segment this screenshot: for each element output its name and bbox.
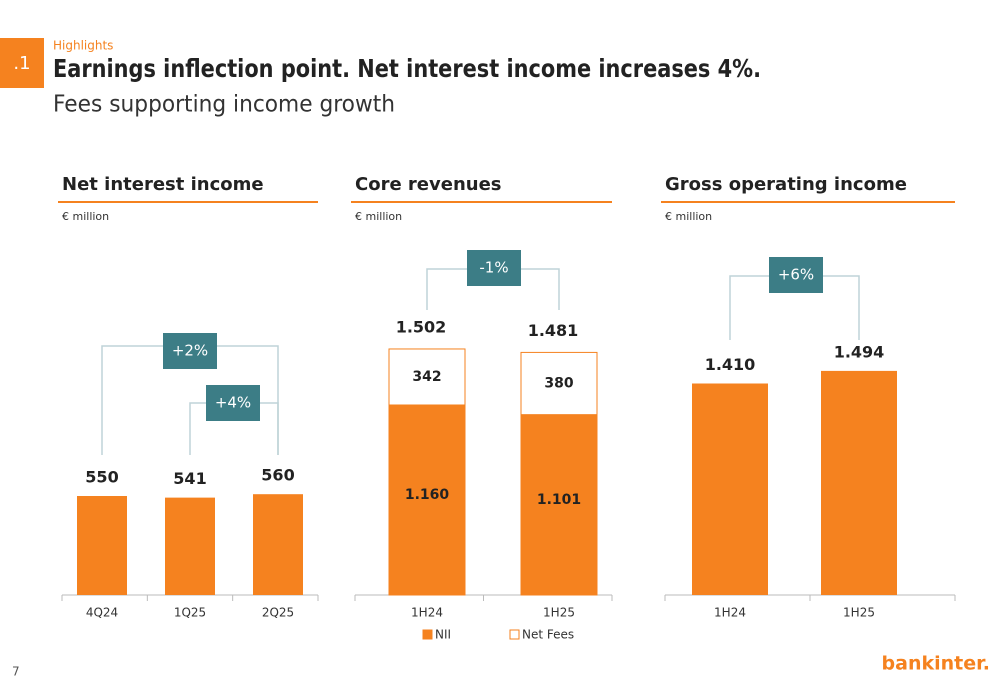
change-badge — [206, 385, 260, 421]
value-label: 541 — [173, 469, 206, 488]
bar — [77, 496, 127, 595]
change-badge — [467, 250, 521, 286]
x-tick-label: 1H25 — [543, 606, 575, 620]
value-label: 550 — [85, 468, 118, 487]
change-badge — [769, 257, 823, 293]
unit-label: € million — [62, 210, 109, 223]
change-label: +4% — [215, 394, 251, 412]
value-label: 560 — [261, 466, 294, 485]
segment-label: 342 — [412, 369, 441, 385]
logo: bankinter. — [882, 653, 990, 675]
legend-label: NII — [435, 628, 451, 642]
x-tick-label: 1H25 — [843, 606, 875, 620]
x-tick-label: 1H24 — [411, 606, 443, 620]
change-badge — [163, 333, 217, 369]
kicker: Highlights — [53, 39, 113, 53]
segment-label: 380 — [544, 376, 573, 392]
value-label: 1.410 — [705, 355, 756, 374]
page-number: 7 — [12, 665, 20, 679]
section-badge — [0, 38, 44, 88]
bar — [692, 383, 768, 595]
total-label: 1.481 — [528, 321, 579, 340]
bar-segment — [388, 404, 466, 596]
bar-segment — [388, 348, 466, 406]
bar — [821, 370, 897, 595]
x-tick-label: 4Q24 — [86, 606, 118, 620]
section-number: .1 — [13, 53, 30, 74]
x-tick-label: 1Q25 — [174, 606, 206, 620]
bar-segment — [520, 414, 598, 596]
x-tick-label: 2Q25 — [262, 606, 294, 620]
chart-title: Gross operating income — [665, 174, 907, 195]
bar — [253, 494, 303, 595]
x-tick-label: 1H24 — [714, 606, 746, 620]
segment-label: 1.160 — [405, 487, 450, 503]
value-label: 1.494 — [834, 342, 885, 361]
legend-swatch — [509, 629, 520, 640]
segment-label: 1.101 — [537, 492, 581, 508]
slide-title: Earnings inflection point. Net interest … — [53, 54, 761, 83]
unit-label: € million — [355, 210, 402, 223]
slide-subtitle: Fees supporting income growth — [53, 92, 395, 118]
bar — [165, 497, 215, 595]
legend-swatch — [422, 629, 433, 640]
bar-segment — [520, 351, 598, 416]
legend-label: Net Fees — [522, 628, 574, 642]
change-label: -1% — [479, 259, 508, 277]
change-label: +2% — [172, 342, 208, 360]
change-label: +6% — [778, 266, 814, 284]
chart-title: Net interest income — [62, 174, 264, 195]
total-label: 1.502 — [396, 317, 447, 336]
unit-label: € million — [665, 210, 712, 223]
chart-title: Core revenues — [355, 174, 502, 195]
